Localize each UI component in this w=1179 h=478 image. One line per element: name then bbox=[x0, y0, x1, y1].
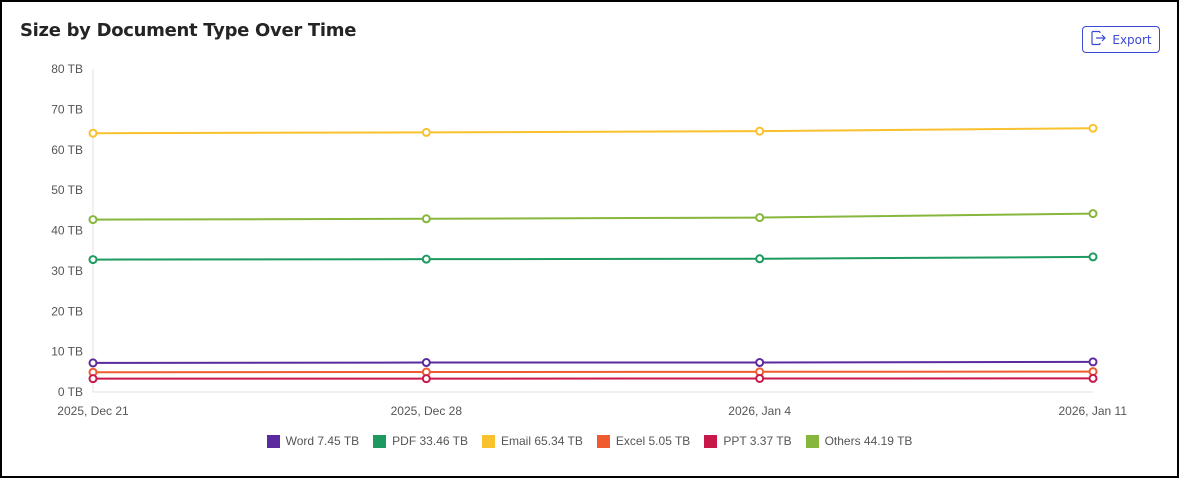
series-pdf bbox=[88, 252, 1098, 265]
chart-title: Size by Document Type Over Time bbox=[20, 20, 357, 41]
y-tick-label: 0 TB bbox=[58, 385, 83, 399]
data-point[interactable] bbox=[88, 215, 98, 225]
data-point[interactable] bbox=[88, 128, 98, 138]
series-others bbox=[88, 209, 1098, 225]
legend-item[interactable]: Others 44.19 TB bbox=[805, 434, 913, 448]
legend-label: PDF 33.46 TB bbox=[392, 434, 468, 448]
legend-label: Excel 5.05 TB bbox=[615, 434, 691, 448]
x-tick-label: 2026, Jan 11 bbox=[1058, 404, 1127, 418]
data-point[interactable] bbox=[755, 358, 765, 368]
data-point[interactable] bbox=[88, 255, 98, 265]
legend-swatch bbox=[805, 434, 819, 448]
legend-item[interactable]: Word 7.45 TB bbox=[266, 434, 360, 448]
series-lines bbox=[88, 123, 1098, 384]
data-point[interactable] bbox=[1088, 357, 1098, 367]
legend-item[interactable]: Email 65.34 TB bbox=[482, 434, 583, 448]
series-email bbox=[88, 123, 1098, 138]
x-tick-label: 2025, Dec 21 bbox=[57, 404, 129, 418]
x-tick-label: 2025, Dec 28 bbox=[391, 404, 463, 418]
legend-label: Others 44.19 TB bbox=[824, 434, 913, 448]
legend-swatch bbox=[704, 434, 718, 448]
data-point[interactable] bbox=[421, 358, 431, 368]
export-icon bbox=[1090, 30, 1107, 49]
y-tick-label: 30 TB bbox=[51, 264, 83, 278]
data-point[interactable] bbox=[421, 374, 431, 384]
data-point[interactable] bbox=[755, 254, 765, 264]
series-ppt bbox=[88, 373, 1098, 384]
x-axis: 2025, Dec 21 2025, Dec 28 2026, Jan 4 2026,… bbox=[57, 404, 1127, 418]
legend-swatch bbox=[596, 434, 610, 448]
data-point[interactable] bbox=[1088, 123, 1098, 133]
legend-swatch bbox=[482, 434, 495, 448]
y-tick-label: 50 TB bbox=[51, 183, 83, 197]
y-tick-label: 40 TB bbox=[51, 224, 83, 238]
data-point[interactable] bbox=[1088, 252, 1098, 262]
legend-item[interactable]: Excel 5.05 TB bbox=[596, 434, 691, 448]
y-tick-label: 10 TB bbox=[51, 345, 83, 359]
legend-item[interactable]: PPT 3.37 TB bbox=[704, 434, 792, 448]
legend-label: Email 65.34 TB bbox=[501, 434, 583, 448]
y-axis: 0 TB 10 TB 20 TB 30 TB 40 TB 50 TB 60 TB 70 TB 8… bbox=[51, 62, 1093, 399]
data-point[interactable] bbox=[1088, 209, 1098, 219]
legend-swatch bbox=[266, 434, 280, 448]
chart-legend: Word 7.45 TB PDF 33.46 TB Email 65.34 TB Ex… bbox=[0, 434, 1179, 448]
data-point[interactable] bbox=[88, 374, 98, 384]
data-point[interactable] bbox=[1088, 373, 1098, 383]
data-point[interactable] bbox=[755, 213, 765, 223]
data-point[interactable] bbox=[421, 254, 431, 264]
legend-label: PPT 3.37 TB bbox=[723, 434, 792, 448]
y-tick-label: 20 TB bbox=[51, 304, 83, 318]
legend-label: Word 7.45 TB bbox=[285, 434, 360, 448]
y-tick-label: 60 TB bbox=[51, 143, 83, 157]
data-point[interactable] bbox=[421, 214, 431, 224]
series-excel bbox=[88, 367, 1098, 377]
data-point[interactable] bbox=[755, 126, 765, 136]
data-point[interactable] bbox=[88, 358, 98, 368]
data-point[interactable] bbox=[421, 127, 431, 137]
data-point[interactable] bbox=[755, 373, 765, 383]
export-button[interactable]: Export bbox=[1082, 26, 1160, 53]
legend-item[interactable]: PDF 33.46 TB bbox=[373, 434, 468, 448]
x-tick-label: 2026, Jan 4 bbox=[728, 404, 791, 418]
export-label: Export bbox=[1112, 32, 1152, 47]
legend-swatch bbox=[373, 434, 387, 448]
y-tick-label: 80 TB bbox=[51, 62, 83, 76]
series-word bbox=[88, 357, 1098, 368]
y-tick-label: 70 TB bbox=[51, 102, 83, 116]
